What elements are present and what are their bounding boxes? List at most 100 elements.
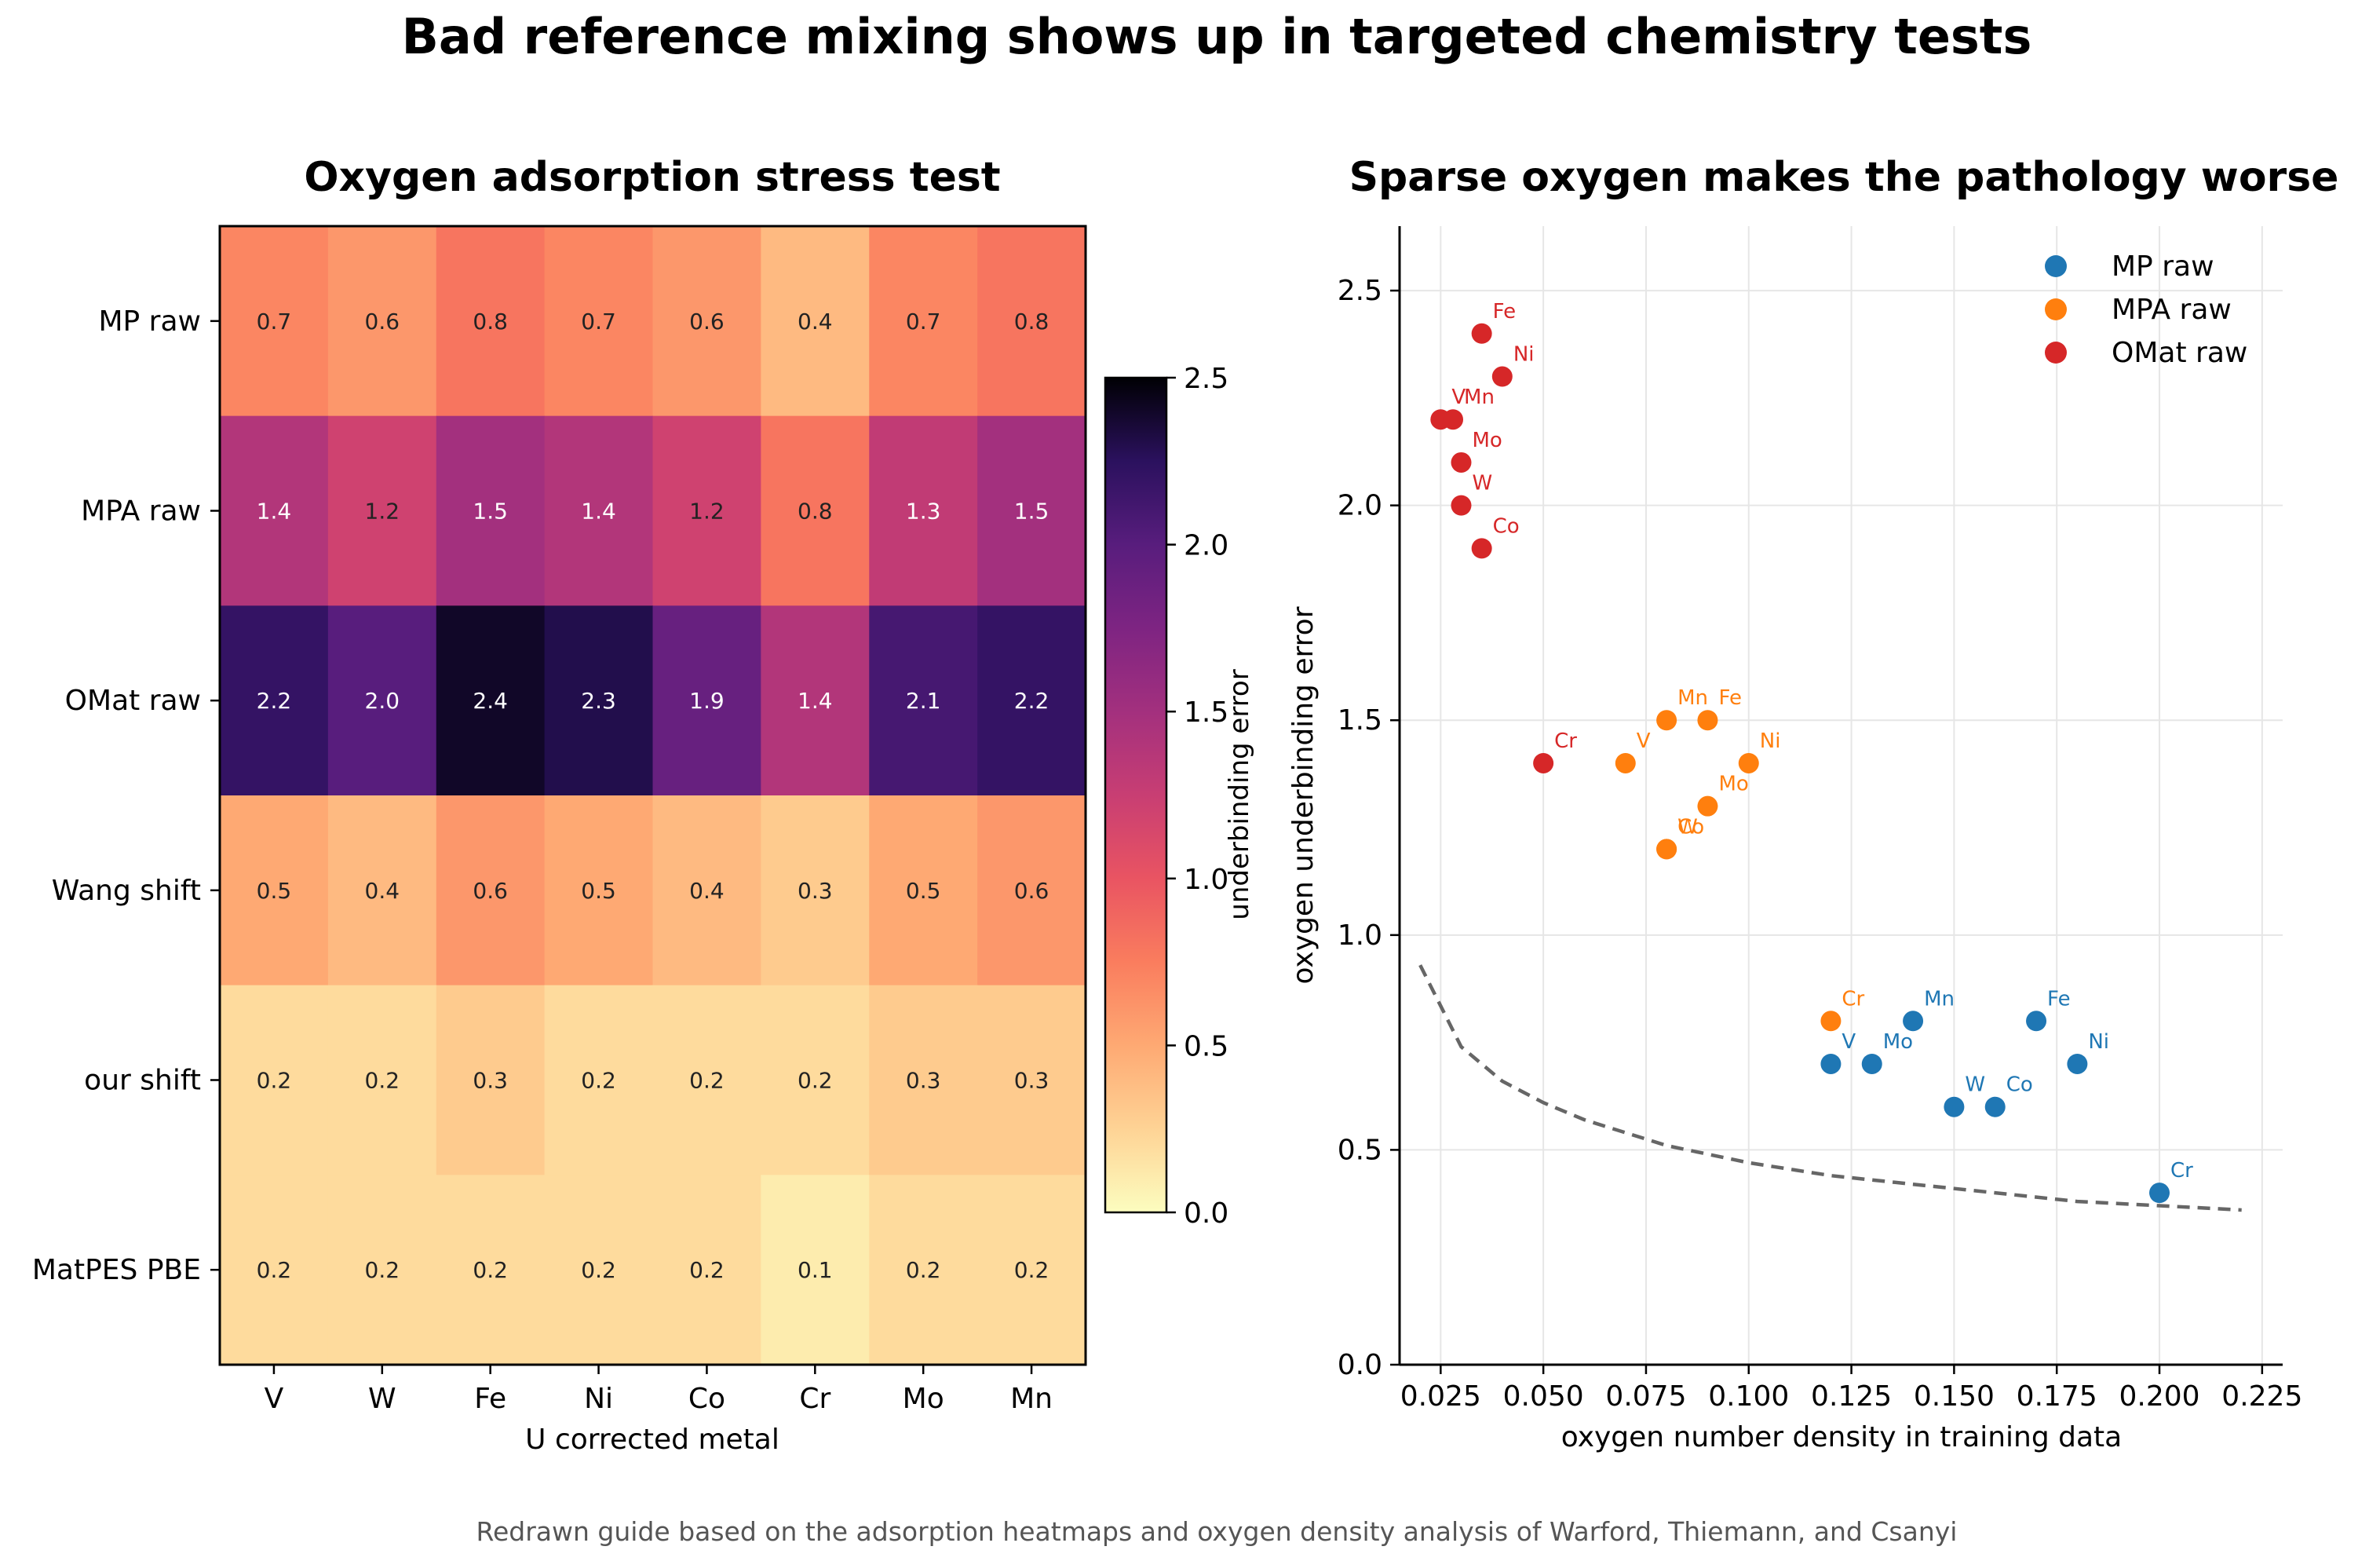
colorbar-ticks: 0.0 0.5 1.0 1.5 2.0 2.5 <box>1166 363 1228 1230</box>
heatmap-cell-value: 0.2 <box>581 1257 616 1283</box>
heatmap-y-tick-label: our shift <box>84 1065 201 1097</box>
heatmap-cell-value: 0.2 <box>473 1257 508 1283</box>
scatter-point <box>1861 1053 1882 1074</box>
heatmap-cell <box>761 226 870 417</box>
heatmap-x-tick-label: Cr <box>799 1383 830 1415</box>
heatmap-cell-value: 0.2 <box>689 1257 725 1283</box>
scatter-point-label: V <box>1637 729 1651 753</box>
heatmap-cell <box>977 226 1086 417</box>
heatmap-cell <box>869 415 978 606</box>
scatter-panel: Sparse oxygen makes the pathology worse … <box>1287 154 2338 1453</box>
scatter-y-axis-label: oxygen underbinding error <box>1287 606 1320 984</box>
heatmap-cell <box>652 226 761 417</box>
scatter-point-label: W <box>1472 472 1492 495</box>
scatter-point-label: W <box>1965 1073 1985 1097</box>
heatmap-cell-value: 0.5 <box>906 878 941 904</box>
heatmap-cell <box>761 985 870 1175</box>
heatmap-cell <box>977 605 1086 796</box>
scatter-title: Sparse oxygen makes the pathology worse <box>1349 154 2339 201</box>
scatter-point <box>1533 752 1554 773</box>
scatter-point <box>1471 323 1492 344</box>
scatter-x-ticks: 0.025 0.050 0.075 0.100 0.125 0.150 0.175 0.200… <box>1400 1365 2302 1413</box>
scatter-point <box>1903 1011 1924 1032</box>
heatmap-cell-value: 0.3 <box>906 1068 941 1094</box>
heatmap-cell-value: 0.3 <box>798 878 833 904</box>
scatter-x-tick-label: 0.200 <box>2119 1380 2199 1413</box>
heatmap-cell <box>220 985 329 1175</box>
heatmap-x-tick-label: W <box>368 1383 396 1415</box>
colorbar-label: underbinding error <box>1224 669 1255 919</box>
heatmap-x-tick-label: Fe <box>474 1383 506 1415</box>
heatmap-cell-value: 0.5 <box>257 878 292 904</box>
scatter-point-label: W <box>1677 815 1698 839</box>
heatmap-cell-value: 2.4 <box>473 688 508 714</box>
heatmap-cell <box>220 226 329 417</box>
scatter-point <box>2149 1183 2170 1204</box>
scatter-point-label: Co <box>1493 514 1520 538</box>
scatter-point-label: V <box>1842 1030 1856 1054</box>
heatmap-cell-value: 1.4 <box>798 688 833 714</box>
heatmap-cell <box>544 226 653 417</box>
scatter-point-label: Cr <box>2170 1159 2193 1183</box>
heatmap-x-tick-label: Mo <box>903 1383 944 1415</box>
heatmap-cell-value: 2.1 <box>906 688 941 714</box>
heatmap-cell-value: 0.2 <box>581 1068 616 1094</box>
colorbar-tick-label: 0.0 <box>1184 1197 1228 1230</box>
heatmap-cell <box>436 415 546 606</box>
heatmap-y-tick-label: OMat raw <box>65 685 201 717</box>
colorbar-tick-label: 1.0 <box>1184 864 1228 896</box>
heatmap-cell-value: 0.2 <box>257 1257 292 1283</box>
heatmap-cell <box>436 985 546 1175</box>
heatmap-cell <box>869 605 978 796</box>
heatmap-cell <box>220 415 329 606</box>
scatter-x-tick-label: 0.150 <box>1914 1380 1995 1413</box>
heatmap-cell <box>652 1175 761 1365</box>
heatmap-x-tick-label: Ni <box>584 1383 613 1415</box>
heatmap-cell-value: 1.2 <box>689 499 725 525</box>
scatter-point-label: Fe <box>2047 987 2071 1011</box>
scatter-point <box>1944 1096 1965 1117</box>
scatter-point <box>1984 1096 2006 1117</box>
legend-label: OMat raw <box>2112 337 2247 369</box>
heatmap-cell-value: 1.4 <box>581 499 616 525</box>
heatmap-cell <box>544 795 653 986</box>
colorbar-tick-label: 1.5 <box>1184 696 1228 729</box>
scatter-x-tick-label: 0.025 <box>1400 1380 1481 1413</box>
heatmap-cell <box>869 226 978 417</box>
scatter-point <box>1451 451 1472 473</box>
scatter-point <box>1697 795 1718 817</box>
heatmap-x-tick-label: Co <box>688 1383 725 1415</box>
scatter-point <box>1820 1053 1842 1074</box>
heatmap-cell-value: 0.2 <box>365 1068 400 1094</box>
heatmap-cell <box>544 415 653 606</box>
scatter-point <box>2026 1011 2047 1032</box>
heatmap-cell <box>869 985 978 1175</box>
scatter-point-label: Mn <box>1464 386 1495 409</box>
legend-label: MP raw <box>2112 250 2214 283</box>
heatmap-cell <box>977 985 1086 1175</box>
heatmap-cell <box>327 795 437 986</box>
heatmap-y-tick-label: Wang shift <box>52 875 201 907</box>
heatmap-cell-value: 0.4 <box>365 878 400 904</box>
heatmap-cell <box>544 605 653 796</box>
heatmap-cell <box>436 795 546 986</box>
scatter-point <box>2067 1053 2088 1074</box>
heatmap-cell <box>761 605 870 796</box>
heatmap-cell-value: 2.2 <box>257 688 292 714</box>
scatter-point-label: Ni <box>1513 343 1535 367</box>
heatmap-cell <box>327 1175 437 1365</box>
heatmap-x-axis-label: U corrected metal <box>525 1424 779 1456</box>
scatter-point-label: Mo <box>1718 773 1748 796</box>
heatmap-cell-value: 1.5 <box>473 499 508 525</box>
heatmap-cell-value: 0.2 <box>365 1257 400 1283</box>
heatmap-cell-value: 0.4 <box>798 309 833 334</box>
scatter-x-tick-label: 0.125 <box>1811 1380 1892 1413</box>
heatmap-cell <box>761 795 870 986</box>
scatter-points: VWFeNiCoCrMoMnVWFeNiCoCrMoMnVWFeNiCoCrMo… <box>1430 300 2193 1204</box>
scatter-point-label: V <box>1451 386 1466 409</box>
scatter-point-label: Cr <box>1554 729 1577 753</box>
heatmap-cell-value: 1.3 <box>906 499 941 525</box>
legend-marker <box>2045 255 2067 277</box>
heatmap-cell-value: 1.5 <box>1014 499 1049 525</box>
scatter-y-tick-label: 0.0 <box>1338 1349 1382 1381</box>
